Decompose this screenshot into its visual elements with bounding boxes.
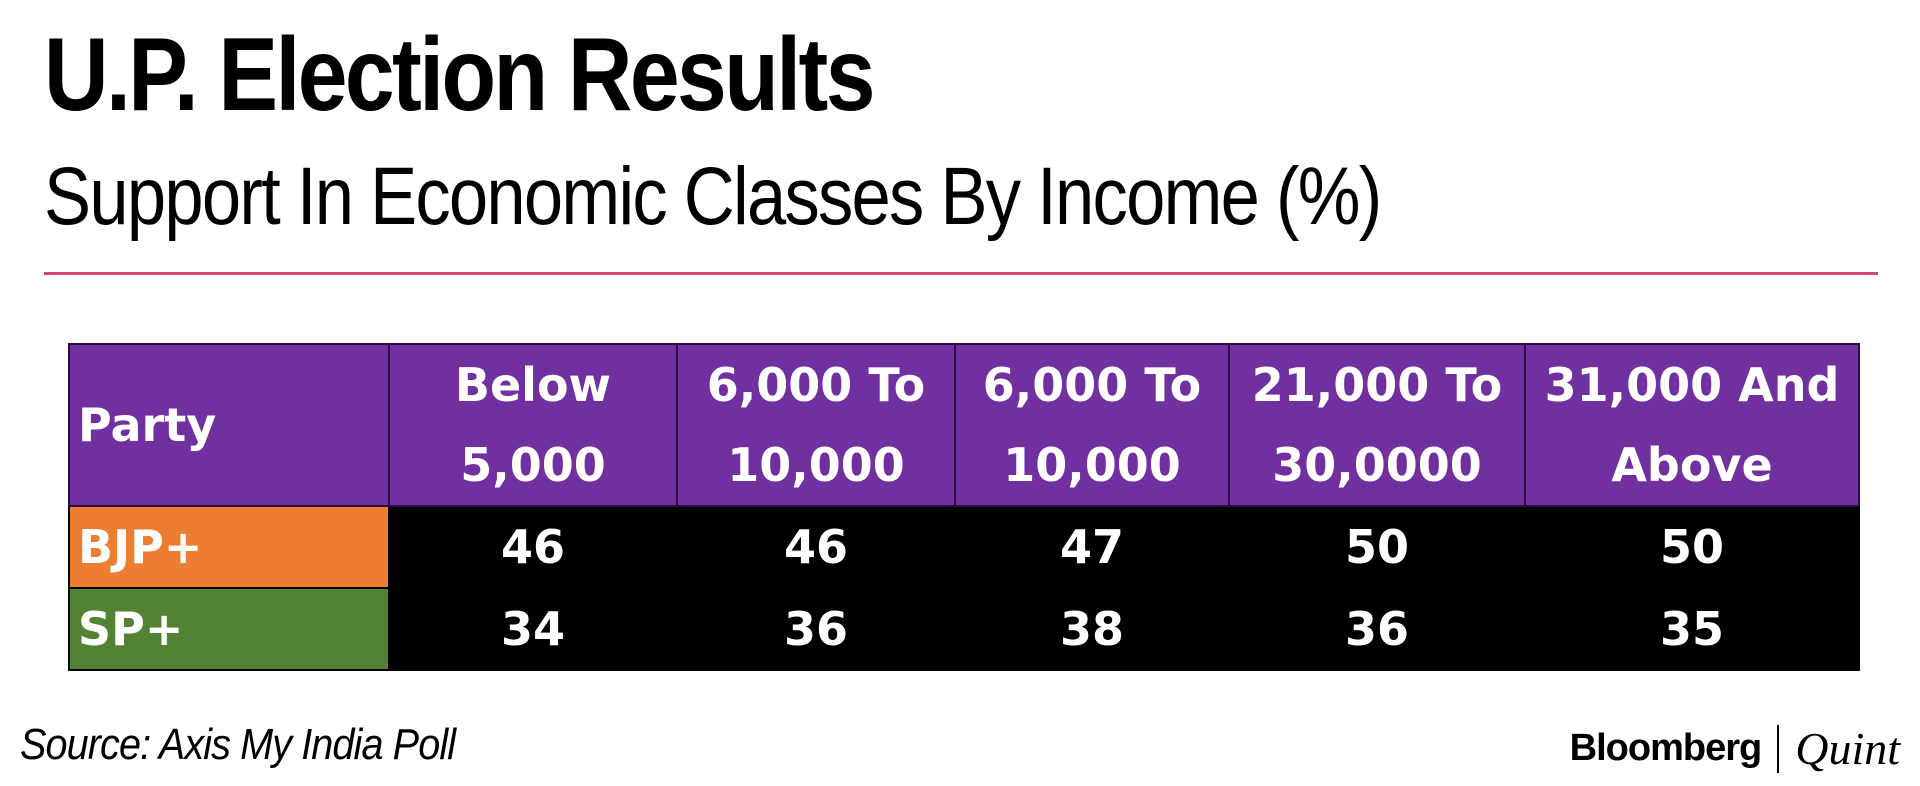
party-label-sp: SP+	[68, 587, 390, 671]
column-header-line2: 10,000	[727, 438, 905, 492]
value-cell: 50	[1524, 505, 1860, 589]
brand-bloomberg: Bloomberg	[1569, 727, 1763, 769]
column-header: 21,000 To 30,0000	[1228, 343, 1526, 507]
column-header: 31,000 And Above	[1524, 343, 1860, 507]
column-header-line1: 6,000 To	[982, 358, 1202, 412]
chart-subtitle: Support In Economic Classes By Income (%…	[44, 151, 1382, 242]
table-header-row: Party Below 5,000 6,000 To 10,000 6,000 To…	[68, 343, 1860, 507]
value-cell: 50	[1228, 505, 1526, 589]
column-header-line2: 30,0000	[1272, 438, 1482, 492]
column-header: 6,000 To 10,000	[676, 343, 956, 507]
column-header-line1: 21,000 To	[1251, 358, 1503, 412]
value-cell: 47	[954, 505, 1230, 589]
chart-title: U.P. Election Results	[44, 17, 875, 133]
value-cell: 38	[954, 587, 1230, 671]
results-table: Party Below 5,000 6,000 To 10,000 6,000 To…	[68, 343, 1860, 671]
source-note: Source: Axis My India Poll	[20, 720, 456, 769]
table-row-sp: SP+ 34 36 38 36 35	[68, 587, 1860, 671]
column-header-line2: 5,000	[460, 438, 606, 492]
title-divider	[44, 272, 1878, 275]
brand-quint: Quint	[1795, 723, 1900, 774]
value-cell: 34	[388, 587, 678, 671]
brand-logo: Bloomberg Quint	[1570, 722, 1900, 775]
value-cell: 36	[676, 587, 956, 671]
value-cell: 35	[1524, 587, 1860, 671]
party-label-bjp: BJP+	[68, 505, 390, 589]
column-header-line1: 6,000 To	[706, 358, 926, 412]
party-column-header: Party	[68, 343, 390, 507]
value-cell: 36	[1228, 587, 1526, 671]
column-header-line1: 31,000 And	[1544, 358, 1840, 412]
column-header-line2: Above	[1611, 438, 1773, 492]
column-header-line2: 10,000	[1003, 438, 1181, 492]
column-header: Below 5,000	[388, 343, 678, 507]
brand-divider	[1777, 724, 1780, 773]
value-cell: 46	[676, 505, 956, 589]
column-header-line1: Below	[454, 358, 612, 412]
value-cell: 46	[388, 505, 678, 589]
column-header: 6,000 To 10,000	[954, 343, 1230, 507]
table-row-bjp: BJP+ 46 46 47 50 50	[68, 505, 1860, 589]
